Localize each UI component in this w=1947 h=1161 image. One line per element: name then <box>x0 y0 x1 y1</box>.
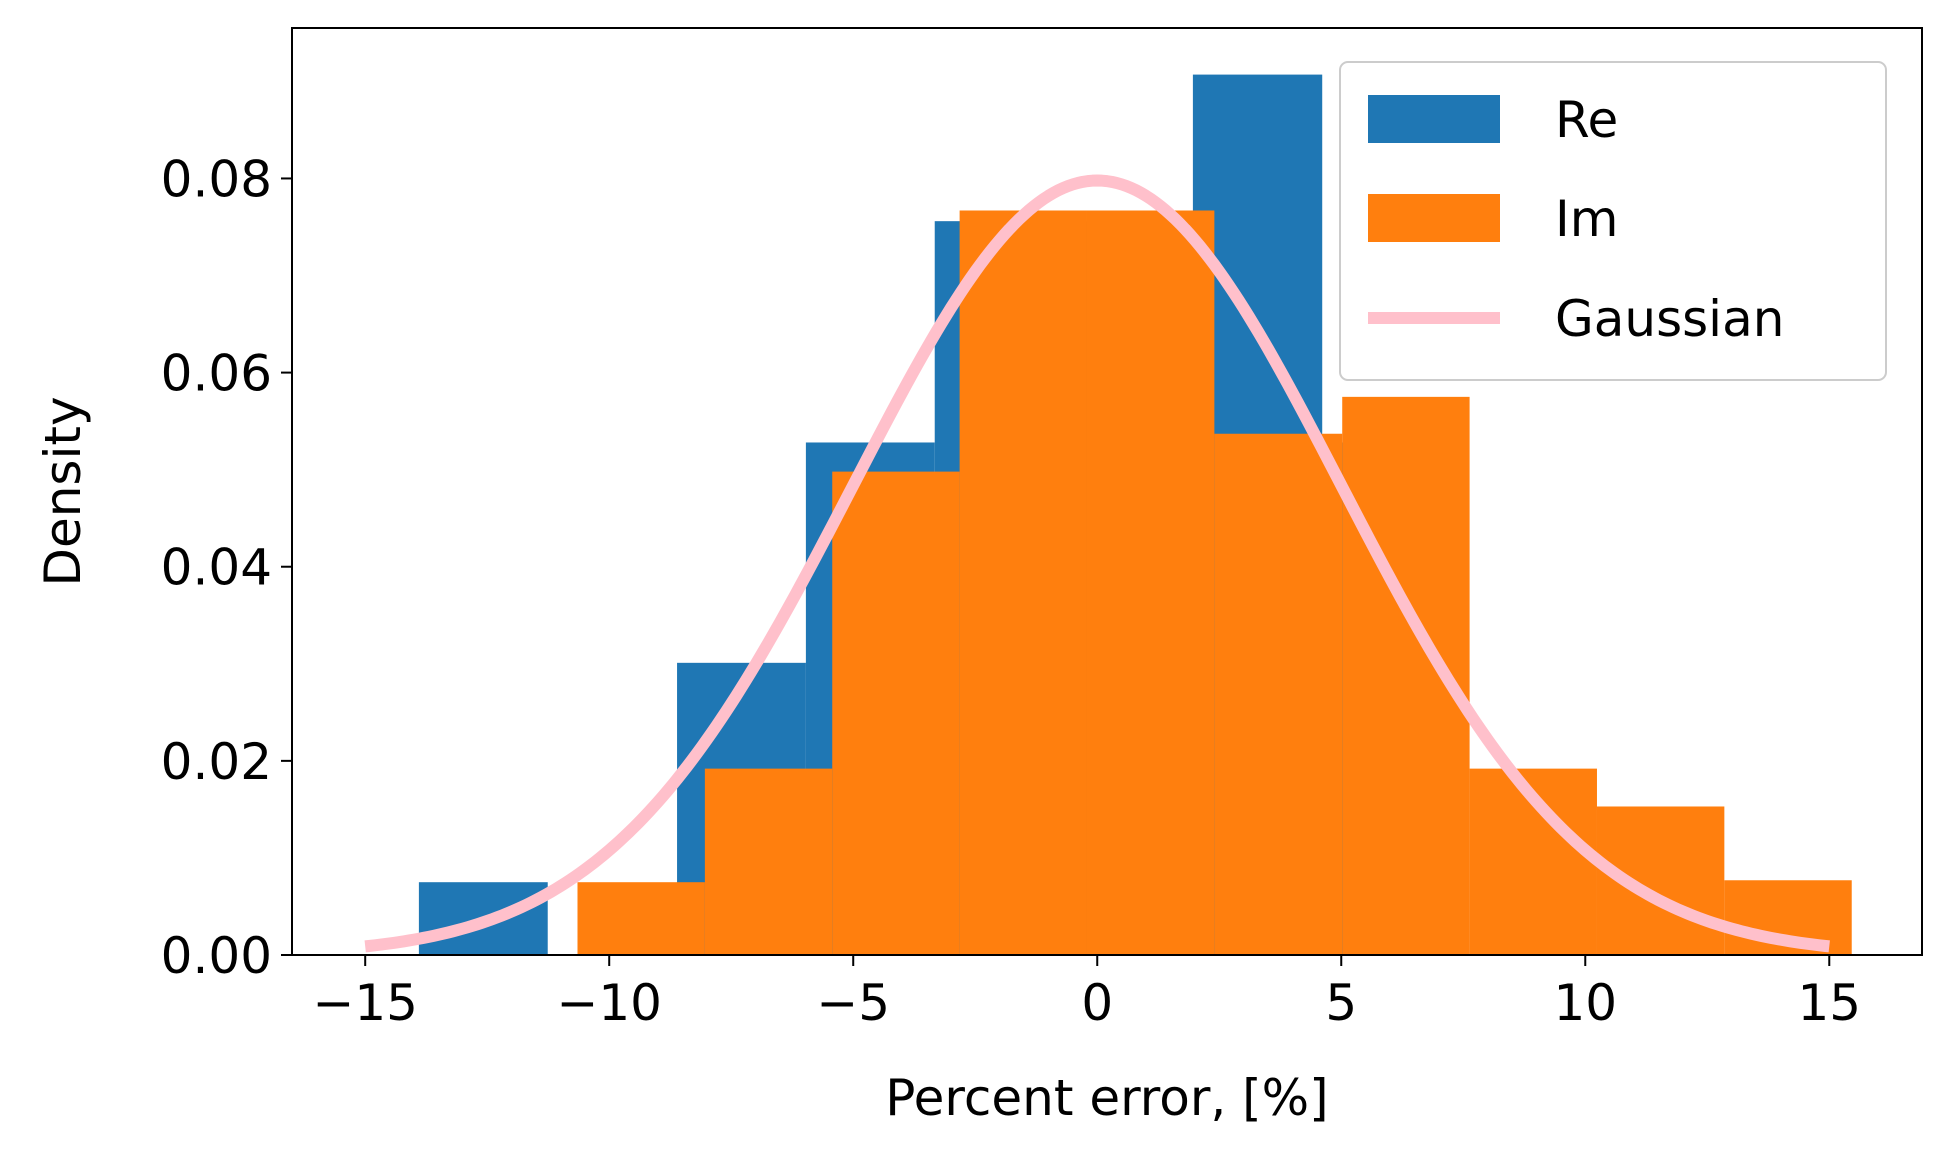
im-bar <box>1214 433 1343 955</box>
y-axis-ticks: 0.00 0.02 0.04 0.06 0.08 <box>161 150 292 985</box>
axes-frame <box>291 27 1923 956</box>
x-tick-label: 0 <box>1081 974 1113 1032</box>
y-tick-label: 0.00 <box>161 927 272 985</box>
gaussian-curve <box>364 174 1831 953</box>
im-bar <box>704 768 833 955</box>
legend-label-gaussian: Gaussian <box>1555 290 1784 348</box>
y-tick-label: 0.08 <box>161 150 272 208</box>
im-bars <box>577 210 1852 955</box>
x-tick-label: −15 <box>312 974 418 1032</box>
x-axis-label: Percent error, [%] <box>885 1069 1328 1127</box>
y-axis-label: Density <box>34 396 92 586</box>
legend-label-re: Re <box>1555 91 1618 149</box>
x-tick-label: 10 <box>1553 974 1617 1032</box>
x-tick-label: −10 <box>556 974 662 1032</box>
im-bar <box>1086 210 1215 955</box>
im-bar <box>959 210 1087 955</box>
im-bar <box>832 471 960 955</box>
y-tick-label: 0.02 <box>161 733 272 791</box>
legend-swatch-re <box>1368 95 1500 143</box>
x-tick-label: −5 <box>816 974 890 1032</box>
x-tick-label: 15 <box>1797 974 1861 1032</box>
x-tick-label: 5 <box>1325 974 1357 1032</box>
legend-label-im: Im <box>1555 190 1618 248</box>
legend-swatch-im <box>1368 194 1500 242</box>
x-axis-ticks: −15 −10 −5 0 5 10 15 <box>312 955 1861 1032</box>
y-tick-label: 0.04 <box>161 539 272 597</box>
legend: Re Im Gaussian <box>1339 61 1887 381</box>
im-bar <box>577 882 705 955</box>
y-tick-label: 0.06 <box>161 345 272 403</box>
